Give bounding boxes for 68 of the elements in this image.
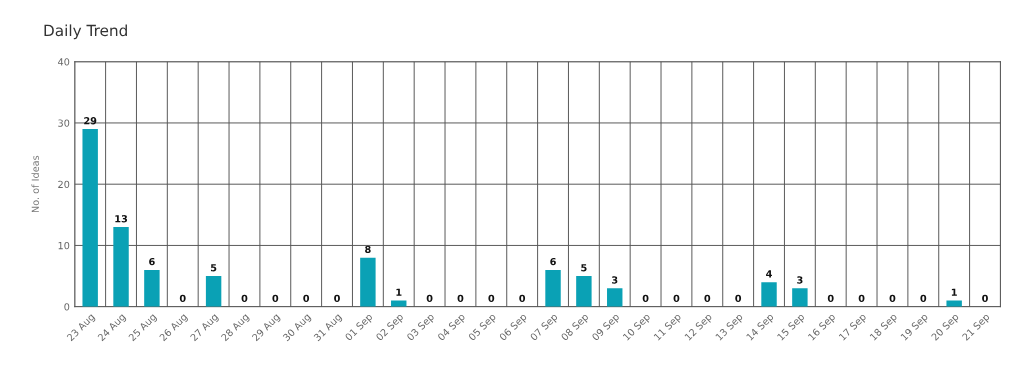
bar — [607, 288, 623, 307]
data-label: 3 — [797, 276, 803, 284]
data-label: 6 — [149, 257, 155, 266]
data-label: 0 — [241, 294, 248, 303]
data-label: 13 — [115, 215, 128, 223]
bar — [792, 288, 808, 307]
data-label: 3 — [612, 276, 618, 284]
data-label: 4 — [766, 270, 772, 278]
data-label: 8 — [365, 245, 371, 254]
y-tick-label: 40 — [57, 58, 70, 66]
data-label: 0 — [179, 294, 186, 303]
x-tick-label: 21 Sep — [961, 312, 992, 343]
x-tick-label: 19 Sep — [900, 312, 930, 343]
y-tick-label: 20 — [58, 180, 70, 189]
data-label: 0 — [920, 294, 927, 303]
bar — [113, 227, 129, 307]
data-label: 5 — [210, 264, 217, 272]
data-label: 0 — [334, 294, 340, 303]
data-label: 1 — [396, 288, 402, 296]
x-tick-label: 02 Sep — [375, 312, 406, 343]
bar — [576, 276, 592, 307]
x-tick-label: 04 Sep — [437, 312, 467, 343]
bar — [82, 129, 98, 307]
data-label: 0 — [735, 294, 742, 303]
data-label: 0 — [673, 294, 680, 303]
bar — [545, 269, 561, 307]
data-label: 0 — [303, 294, 310, 303]
y-tick-label: 0 — [64, 303, 70, 311]
data-label: 0 — [858, 294, 865, 303]
x-tick-label: 09 Sep — [591, 312, 622, 343]
data-label: 6 — [550, 257, 556, 266]
data-label: 0 — [426, 294, 433, 303]
bar — [144, 269, 160, 307]
data-label: 0 — [642, 294, 649, 303]
x-tick-label: 11 Sep — [653, 312, 683, 343]
x-tick-label: 16 Sep — [807, 312, 838, 343]
data-label: 29 — [84, 117, 97, 125]
data-label: 0 — [704, 294, 711, 303]
bar — [360, 257, 376, 307]
y-tick-label: 30 — [58, 119, 70, 127]
x-tick-label: 12 Sep — [684, 312, 714, 343]
x-tick-label: 18 Sep — [869, 312, 899, 343]
x-tick-label: 14 Sep — [746, 312, 776, 343]
x-tick-label: 17 Sep — [838, 312, 868, 343]
y-axis-title: No. of Ideas — [31, 155, 39, 213]
data-label: 0 — [982, 294, 988, 303]
bar — [205, 276, 222, 307]
bar — [761, 282, 777, 307]
x-tick-label: 03 Sep — [406, 312, 436, 343]
data-label: 0 — [827, 294, 834, 303]
data-label: 0 — [519, 294, 526, 303]
data-label: 1 — [951, 288, 957, 296]
data-label: 0 — [272, 294, 279, 303]
x-tick-label: 01 Sep — [344, 312, 375, 343]
x-tick-label: 08 Sep — [560, 312, 591, 343]
x-tick-label: 06 Sep — [498, 312, 529, 343]
x-tick-label: 13 Sep — [715, 312, 745, 343]
y-tick-label: 10 — [58, 241, 70, 250]
x-tick-label: 07 Sep — [529, 312, 560, 343]
data-label: 5 — [581, 264, 587, 272]
chart-title: Daily Trend — [44, 24, 127, 40]
x-tick-label: 15 Sep — [776, 312, 807, 343]
x-tick-label: 10 Sep — [622, 312, 652, 343]
data-label: 0 — [488, 294, 495, 303]
x-tick-label: 20 Sep — [930, 312, 961, 343]
data-label: 0 — [457, 294, 464, 303]
x-tick-label: 05 Sep — [468, 312, 498, 343]
data-label: 0 — [889, 294, 896, 303]
